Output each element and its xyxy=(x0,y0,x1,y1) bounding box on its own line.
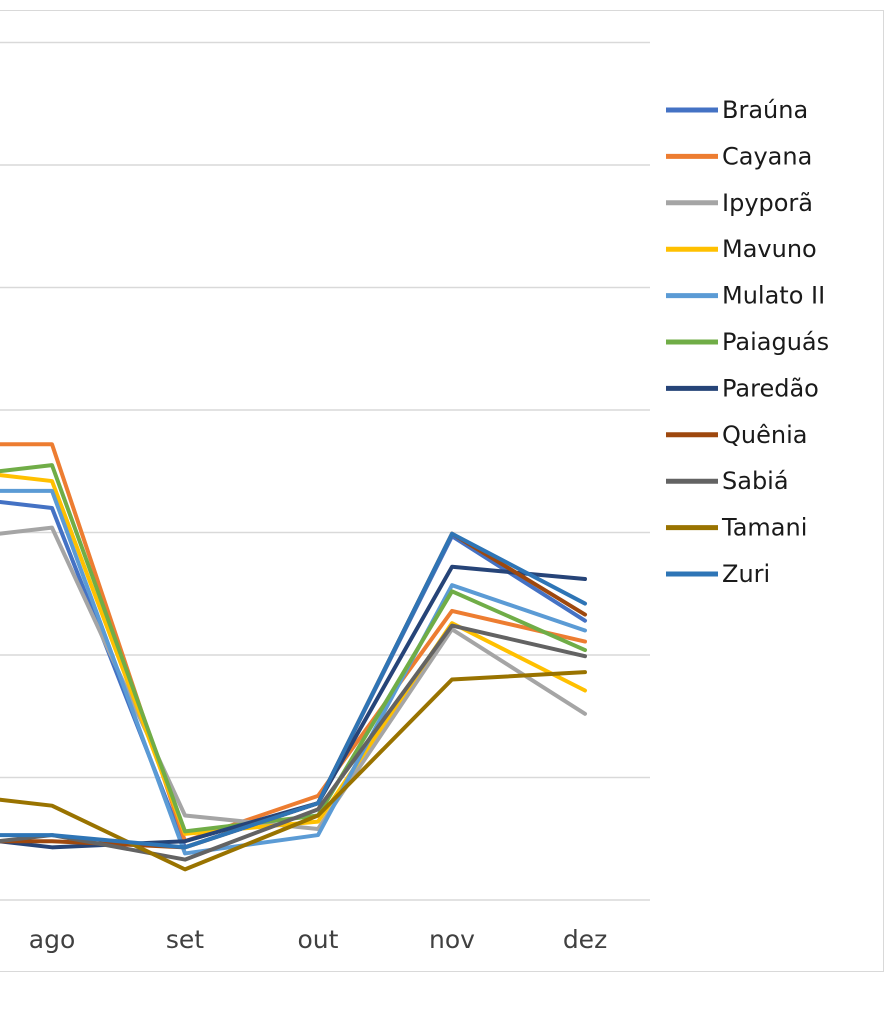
x-tick-label: nov xyxy=(429,925,475,954)
legend-label: Cayana xyxy=(722,142,812,170)
legend-label: Quênia xyxy=(722,421,807,449)
series-line-mavuno xyxy=(0,473,587,836)
x-tick-label: ago xyxy=(29,925,75,954)
series-line-cayana xyxy=(0,442,587,844)
legend-label: Mulato II xyxy=(722,282,825,310)
legend: Braúna Cayana Ipyporã Mavuno Mulato II Paiagu… xyxy=(666,96,829,588)
chart-frame xyxy=(0,10,884,972)
legend-label: Paredão xyxy=(722,374,819,402)
series-line-tamani xyxy=(0,670,587,872)
gridlines xyxy=(0,41,650,901)
legend-label: Sabiá xyxy=(722,467,789,495)
legend-label: Paiaguás xyxy=(722,328,829,356)
x-tick-label: set xyxy=(166,925,204,954)
series-lines xyxy=(0,442,587,872)
x-axis-tick-labels: ago set out nov dez xyxy=(29,925,607,954)
x-tick-label: out xyxy=(298,925,339,954)
series-line-zuri xyxy=(0,531,587,850)
legend-label: Braúna xyxy=(722,96,808,124)
series-line-pared-o xyxy=(0,564,587,850)
legend-label: Tamani xyxy=(721,514,807,542)
x-tick-label: dez xyxy=(563,925,607,954)
legend-label: Zuri xyxy=(722,560,770,588)
legend-label: Ipyporã xyxy=(722,189,813,217)
legend-label: Mavuno xyxy=(722,235,817,263)
